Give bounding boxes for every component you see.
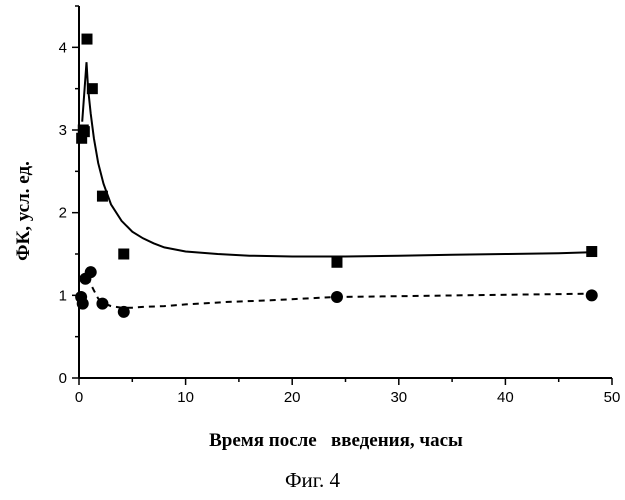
y-tick-label: 1 — [59, 287, 67, 304]
y-tick-label: 0 — [59, 370, 67, 387]
data-point-square — [331, 257, 342, 268]
x-tick-label: 40 — [497, 389, 514, 406]
y-tick-label: 4 — [59, 39, 67, 56]
fit-line-1 — [82, 62, 591, 256]
y-tick-label: 2 — [59, 205, 67, 222]
data-point-square — [118, 249, 129, 260]
data-point-square — [79, 126, 90, 137]
chart: 0 10 20 30 40 50 0 1 2 3 4 ФК, усл. ед. Время посл… — [0, 0, 625, 470]
figure-caption: Фиг. 4 — [0, 468, 625, 493]
y-tick-label: 3 — [59, 122, 67, 139]
data-point-square — [586, 246, 597, 257]
x-axis-title: Время после введения, часы — [209, 430, 463, 451]
data-point-circle — [96, 298, 108, 310]
x-tick-label: 0 — [75, 389, 83, 406]
x-tick-label: 50 — [604, 389, 621, 406]
data-point-circle — [331, 291, 343, 303]
data-point-square — [97, 191, 108, 202]
x-tick-label: 20 — [284, 389, 301, 406]
data-point-square — [81, 34, 92, 45]
x-tick-label: 30 — [390, 389, 407, 406]
data-point-circle — [586, 289, 598, 301]
y-axis-title: ФК, усл. ед. — [13, 161, 34, 261]
data-point-circle — [77, 298, 89, 310]
data-point-circle — [118, 306, 130, 318]
data-point-square — [87, 83, 98, 94]
plot-area: 0 10 20 30 40 50 0 1 2 3 4 — [59, 6, 621, 406]
x-tick-label: 10 — [177, 389, 194, 406]
data-point-circle — [85, 266, 97, 278]
